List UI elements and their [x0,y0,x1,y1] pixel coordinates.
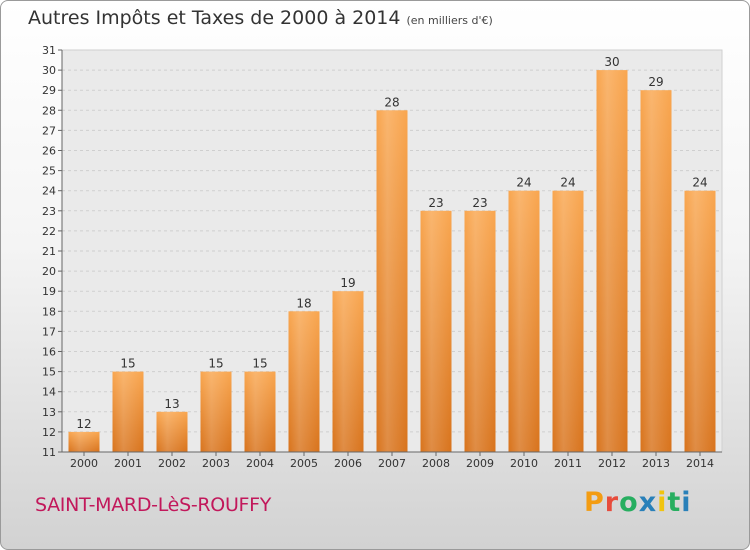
bar-highlight [640,90,672,452]
y-tick-label: 22 [42,225,56,238]
y-tick-label: 24 [42,185,56,198]
y-tick-label: 11 [42,446,56,459]
brand-letter: P [584,487,605,518]
bar-value-label: 15 [208,357,223,371]
bar-value-label: 23 [428,196,443,210]
y-tick-label: 26 [42,145,56,158]
bar-value-label: 28 [384,95,399,109]
bar-value-label: 24 [692,176,707,190]
bar-highlight [552,190,584,452]
bar-value-label: 23 [472,196,487,210]
x-tick-label: 2007 [378,457,406,470]
town-name: SAINT-MARD-LèS-ROUFFY [35,494,272,516]
y-tick-label: 29 [42,84,56,97]
y-tick-label: 23 [42,205,56,218]
brand-letter: o [619,487,639,518]
brand-logo: Proxiti [584,487,692,518]
y-tick-label: 13 [42,406,56,419]
x-tick-label: 2003 [202,457,230,470]
x-tick-label: 2012 [598,457,626,470]
y-tick-label: 18 [42,305,56,318]
bar-highlight [68,431,100,452]
bar-highlight [332,291,364,452]
x-tick-label: 2000 [70,457,98,470]
bar-value-label: 30 [604,55,619,69]
x-tick-label: 2010 [510,457,538,470]
bar-value-label: 29 [648,75,663,89]
bar-value-label: 19 [340,276,355,290]
y-tick-label: 17 [42,325,56,338]
bar-value-label: 15 [120,357,135,371]
bar-value-label: 15 [252,357,267,371]
x-tick-label: 2002 [158,457,186,470]
y-tick-label: 19 [42,285,56,298]
bar-highlight [200,371,232,452]
bar-highlight [420,210,452,452]
y-tick-label: 15 [42,366,56,379]
x-tick-label: 2006 [334,457,362,470]
y-tick-label: 27 [42,124,56,137]
bar-value-label: 24 [516,176,531,190]
bars: 12 15 13 15 15 18 19 28 23 23 24 24 30 29 24 [68,55,716,453]
bar-highlight [684,190,716,452]
bar-value-label: 18 [296,296,311,310]
x-tick-label: 2011 [554,457,582,470]
brand-letter: r [604,487,620,518]
bar-highlight [508,190,540,452]
y-tick-label: 25 [42,165,56,178]
y-tick-label: 14 [42,386,56,399]
bar-highlight [244,371,276,452]
brand-letter: i [657,487,668,518]
chart-title: Autres Impôts et Taxes de 2000 à 2014 (en… [28,7,493,29]
x-tick-label: 2004 [246,457,274,470]
x-tick-label: 2005 [290,457,318,470]
bar-highlight [376,110,408,453]
bar-highlight [156,411,188,452]
x-tick-label: 2009 [466,457,494,470]
x-axis: 2000 2001 2002 2003 2004 2005 2006 2007 2008 2009… [62,451,722,470]
y-tick-label: 16 [42,346,56,359]
y-axis: 11 12 13 14 15 16 17 18 19 20 21 22 23 24 25 26 27 28 29 30… [42,44,63,459]
y-tick-label: 20 [42,265,56,278]
brand-letter: t [667,487,682,518]
bar-value-label: 12 [76,417,91,431]
x-tick-label: 2001 [114,457,142,470]
bar-value-label: 13 [164,397,179,411]
chart-subtitle: (en milliers d'€) [406,14,493,27]
brand-letter: i [681,487,692,518]
brand-letter: x [638,487,658,518]
bar-value-label: 24 [560,176,575,190]
bar-highlight [464,210,496,452]
x-tick-label: 2014 [686,457,714,470]
chart-title-text: Autres Impôts et Taxes de 2000 à 2014 [28,7,401,29]
bar-highlight [288,311,320,452]
y-tick-label: 28 [42,104,56,117]
x-tick-label: 2013 [642,457,670,470]
y-tick-label: 30 [42,64,56,77]
y-tick-label: 12 [42,426,56,439]
bar-highlight [596,70,628,452]
bar-highlight [112,371,144,452]
x-tick-label: 2008 [422,457,450,470]
y-tick-label: 31 [42,44,56,57]
y-tick-label: 21 [42,245,56,258]
